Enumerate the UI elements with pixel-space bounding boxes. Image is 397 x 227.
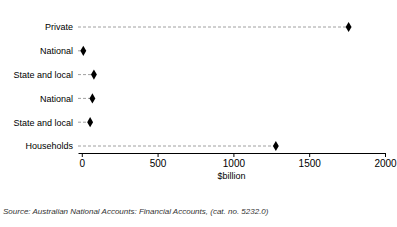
x-tick-label: 1000 [223, 158, 246, 169]
x-axis-title: $billion [217, 171, 245, 181]
y-tick: Households [25, 141, 73, 151]
dot [87, 117, 93, 127]
y-tick-label: Households [25, 141, 73, 151]
y-tick-label: National [40, 46, 73, 56]
y-tick-label: Private [45, 22, 73, 32]
dot [80, 46, 86, 56]
y-tick-label: State and local [13, 70, 73, 80]
x-tick-mark [385, 153, 386, 157]
dot [89, 93, 95, 103]
x-tick: 500 [150, 153, 167, 169]
x-axis-line [79, 153, 386, 154]
x-tick: 1000 [223, 153, 246, 169]
dot [346, 22, 352, 32]
y-tick-label: State and local [13, 118, 73, 128]
connector [78, 146, 276, 147]
x-tick-mark [233, 153, 234, 157]
x-tick-label: 1500 [299, 158, 322, 169]
x-tick: 0 [80, 153, 86, 169]
plot-area [78, 22, 352, 151]
dot [273, 141, 279, 151]
x-tick-mark [82, 153, 83, 157]
x-tick-mark [309, 153, 310, 157]
x-tick-label: 500 [150, 158, 167, 169]
y-tick: National [40, 94, 73, 104]
x-tick-mark [158, 153, 159, 157]
x-tick-label: 0 [80, 158, 86, 169]
source-note: Source: Australian National Accounts: Fi… [3, 207, 269, 216]
x-axis: 0 500 1000 1500 2000 [79, 153, 397, 169]
y-tick: National [40, 46, 73, 56]
connector [78, 27, 349, 28]
y-axis: Private National State and local National St… [13, 22, 73, 151]
y-tick-label: National [40, 94, 73, 104]
x-tick: 1500 [299, 153, 322, 169]
chart: 0 500 1000 1500 2000 Private National State and… [0, 0, 397, 227]
y-tick: State and local [13, 70, 73, 80]
y-tick: Private [45, 22, 73, 32]
x-tick-label: 2000 [374, 158, 397, 169]
dot [91, 70, 97, 80]
y-tick: State and local [13, 118, 73, 128]
x-tick: 2000 [374, 153, 397, 169]
